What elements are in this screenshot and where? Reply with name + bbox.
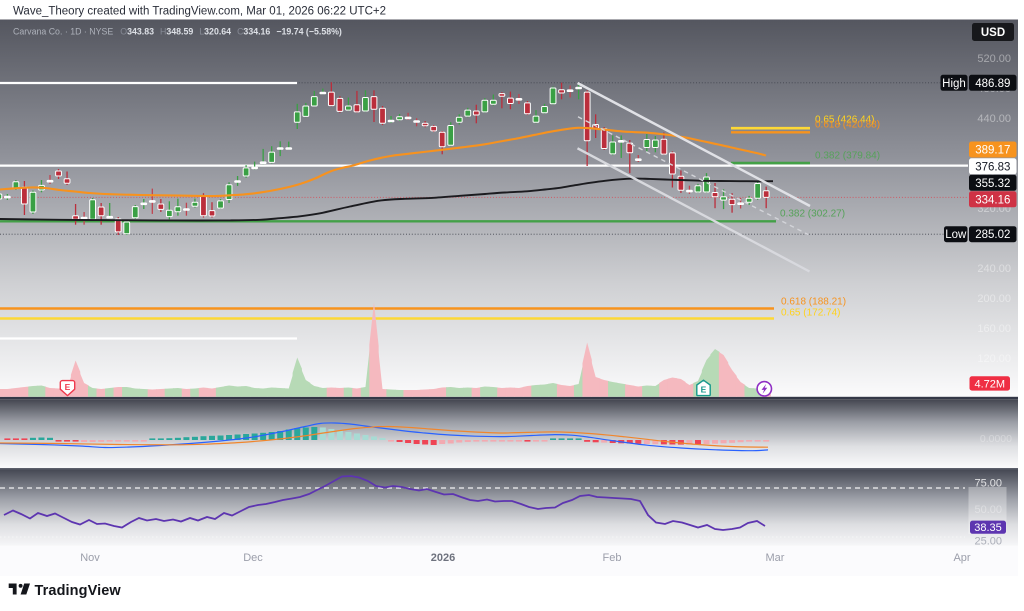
svg-text:Dec: Dec (243, 552, 263, 564)
svg-text:2026: 2026 (431, 552, 455, 564)
svg-text:0.618 (420.88): 0.618 (420.88) (815, 120, 880, 131)
svg-text:0.65 (426.44): 0.65 (426.44) (815, 114, 875, 125)
svg-text:160.00: 160.00 (977, 323, 1011, 335)
svg-text:38.35: 38.35 (974, 522, 1002, 534)
svg-text:334.16: 334.16 (975, 194, 1010, 206)
svg-text:High: High (942, 78, 966, 90)
svg-text:389.17: 389.17 (975, 145, 1010, 157)
svg-text:75.00: 75.00 (974, 478, 1002, 490)
svg-text:4.72M: 4.72M (975, 379, 1006, 391)
svg-text:355.32: 355.32 (975, 178, 1010, 190)
svg-text:200.00: 200.00 (977, 293, 1011, 305)
svg-text:376.83: 376.83 (975, 161, 1010, 173)
svg-text:0.65 (172.74): 0.65 (172.74) (781, 307, 841, 318)
svg-text:0.0000: 0.0000 (980, 433, 1012, 445)
svg-text:Nov: Nov (80, 552, 100, 564)
svg-text:Wave_Theory created with Tradi: Wave_Theory created with TradingView.com… (13, 6, 386, 18)
svg-text:0.618 (188.21): 0.618 (188.21) (781, 297, 846, 308)
svg-text:486.89: 486.89 (975, 78, 1010, 90)
svg-text:Mar: Mar (766, 552, 785, 564)
svg-text:Feb: Feb (603, 552, 622, 564)
svg-text:440.00: 440.00 (977, 113, 1011, 125)
svg-text:Apr: Apr (953, 552, 970, 564)
svg-text:520.00: 520.00 (977, 53, 1011, 65)
svg-text:25.00: 25.00 (974, 536, 1002, 548)
svg-text:TradingView: TradingView (35, 583, 122, 599)
svg-text:120.00: 120.00 (977, 353, 1011, 365)
svg-text:Low: Low (945, 229, 967, 241)
svg-text:50.00: 50.00 (974, 504, 1002, 516)
svg-text:240.00: 240.00 (977, 263, 1011, 275)
svg-text:E: E (701, 384, 707, 394)
svg-text:0.382 (302.27): 0.382 (302.27) (780, 208, 845, 219)
svg-text:285.02: 285.02 (975, 229, 1010, 241)
svg-text:0.382 (379.84): 0.382 (379.84) (815, 150, 880, 161)
svg-text:E: E (65, 382, 71, 392)
svg-text:USD: USD (981, 27, 1005, 39)
